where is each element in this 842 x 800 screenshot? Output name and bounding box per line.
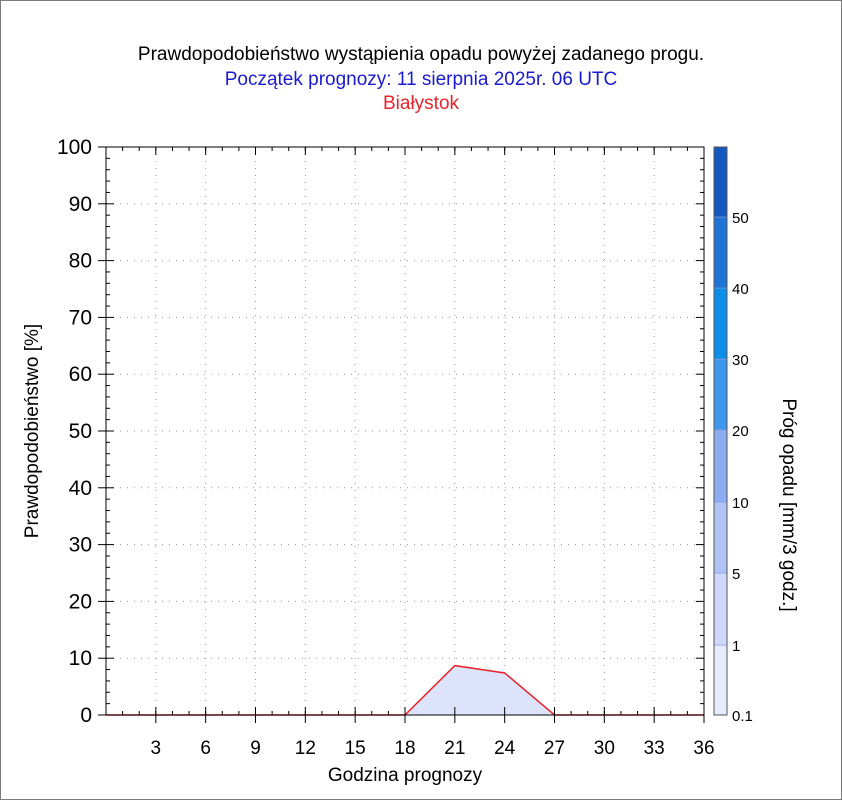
colorbar-tick-label: 1 bbox=[732, 638, 740, 655]
colorbar-bin bbox=[713, 429, 728, 503]
x-tick-label: 3 bbox=[151, 738, 162, 759]
x-tick-label: 18 bbox=[394, 738, 415, 759]
x-tick-label: 9 bbox=[250, 738, 261, 759]
y-tick-label: 30 bbox=[69, 534, 92, 557]
x-tick-label: 21 bbox=[444, 738, 465, 759]
x-tick-label: 15 bbox=[345, 738, 366, 759]
colorbar-bin bbox=[713, 501, 728, 574]
colorbar-tick-label: 50 bbox=[732, 210, 749, 227]
y-tick-label: 40 bbox=[69, 477, 92, 500]
colorbar-tick-label: 10 bbox=[732, 495, 749, 512]
x-tick-label: 12 bbox=[295, 738, 316, 759]
colorbar-bin bbox=[713, 572, 728, 646]
colorbar-label: Próg opadu [mm/3 godz.] bbox=[778, 398, 799, 611]
colorbar-bin bbox=[713, 216, 728, 289]
y-tick-label: 90 bbox=[69, 193, 92, 216]
colorbar-tick-label: 0.1 bbox=[732, 708, 753, 725]
y-axis-label: Prawdopodobieństwo [%] bbox=[22, 324, 43, 538]
colorbar-tick-label: 30 bbox=[732, 352, 749, 369]
x-tick-label: 24 bbox=[494, 738, 516, 759]
forecast-start: Początek prognozy: 11 sierpnia 2025r. 06… bbox=[224, 69, 618, 90]
colorbar-bin bbox=[713, 358, 728, 431]
y-tick-label: 100 bbox=[57, 136, 92, 159]
location-name: Białystok bbox=[382, 93, 460, 114]
y-tick-label: 0 bbox=[80, 704, 92, 727]
colorbar-tick-label: 20 bbox=[732, 423, 749, 440]
x-axis: 3 6 9 12 15 18 21 24 27 30 33 36 bbox=[151, 147, 715, 759]
colorbar-border bbox=[713, 146, 728, 716]
y-tick-label: 20 bbox=[69, 590, 92, 613]
colorbar-tick-label: 5 bbox=[732, 566, 740, 583]
x-tick-label: 33 bbox=[644, 738, 665, 759]
chart-title: Prawdopodobieństwo wystąpienia opadu pow… bbox=[137, 44, 705, 65]
colorbar-bin bbox=[713, 287, 728, 360]
y-tick-label: 80 bbox=[69, 250, 92, 273]
x-tick-label: 27 bbox=[544, 738, 565, 759]
y-tick-label: 60 bbox=[69, 363, 92, 386]
y-tick-label: 10 bbox=[69, 647, 92, 670]
y-tick-label: 50 bbox=[69, 420, 92, 443]
y-tick-label: 70 bbox=[69, 306, 92, 329]
colorbar-bin bbox=[713, 644, 728, 716]
colorbar-bin bbox=[713, 146, 728, 218]
x-axis-label: Godzina prognozy bbox=[328, 765, 483, 786]
x-tick-label: 6 bbox=[200, 738, 211, 759]
y-axis: 0 10 20 30 40 50 60 70 80 90 100 bbox=[57, 136, 704, 727]
colorbar-tick-label: 40 bbox=[732, 281, 749, 298]
minor-ticks bbox=[106, 147, 704, 715]
colorbar: 0.1 1 5 10 20 30 40 50 bbox=[713, 146, 753, 725]
x-tick-label: 30 bbox=[594, 738, 615, 759]
x-tick-label: 36 bbox=[693, 738, 714, 759]
grid bbox=[106, 147, 704, 715]
plot-border bbox=[105, 146, 705, 716]
